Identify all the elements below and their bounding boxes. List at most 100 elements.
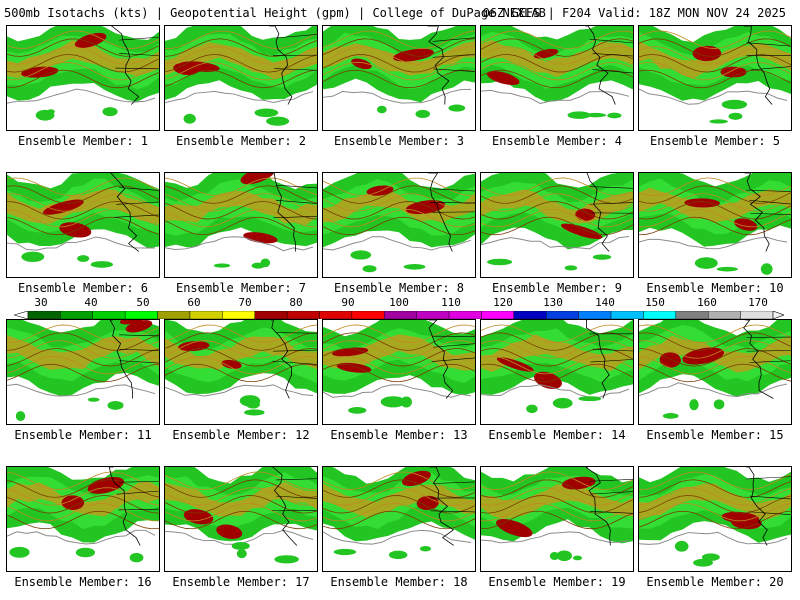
map-panel (164, 25, 318, 131)
scale-tick-label: 60 (187, 296, 201, 309)
isotach-scale: 30 40 50 60 70 80 90 100 110 120 130 140 150 160 170 (12, 296, 788, 320)
isotach-map (639, 320, 791, 419)
panel-label: Ensemble Member: 11 (14, 428, 152, 442)
map-panel (6, 25, 160, 131)
isotach-map (481, 467, 633, 561)
colorbar-swatch (92, 311, 126, 319)
colorbar-right-arrow (772, 311, 784, 319)
panel-label: Ensemble Member: 6 (17, 281, 149, 295)
isotach-map (481, 26, 633, 119)
map-panel (164, 466, 318, 572)
colorbar-swatch (448, 311, 482, 319)
isotach-map (639, 467, 791, 567)
colorbar-swatch (546, 311, 579, 319)
colorbar-swatch (416, 311, 450, 319)
scale-tick-label: 160 (697, 296, 717, 309)
scale-tick-label: 100 (389, 296, 409, 309)
colorbar-swatch (254, 311, 288, 319)
colorbar-swatch (578, 311, 612, 319)
scale-tick-label: 90 (341, 296, 355, 309)
map-panel (480, 25, 634, 131)
map-panel (638, 172, 792, 278)
isotach-map (323, 26, 475, 118)
map-title: 500mb Isotachs (kts) | Geopotential Heig… (4, 6, 546, 20)
colorbar-left-arrow (14, 311, 29, 319)
scale-tick-label: 70 (238, 296, 252, 309)
panel-label: Ensemble Member: 17 (172, 575, 310, 589)
colorbar-swatch (675, 311, 709, 319)
isotach-map (7, 467, 159, 563)
map-panel (6, 172, 160, 278)
isotach-map (323, 173, 475, 273)
scale-tick-label: 120 (493, 296, 513, 309)
colorbar-swatch (643, 311, 677, 319)
scale-tick-label: 170 (748, 296, 768, 309)
panel-label: Ensemble Member: 4 (491, 134, 623, 148)
colorbar-swatch (189, 311, 223, 319)
map-panel (164, 172, 318, 278)
map-panel (322, 25, 476, 131)
isotach-map (639, 26, 791, 124)
panel-label: Ensemble Member: 9 (491, 281, 623, 295)
scale-tick-label: 30 (34, 296, 48, 309)
panel-label: Ensemble Member: 3 (333, 134, 465, 148)
scale-tick-label: 130 (543, 296, 563, 309)
panel-label: Ensemble Member: 1 (17, 134, 149, 148)
isotach-map (639, 173, 791, 275)
panel-label: Ensemble Member: 16 (14, 575, 152, 589)
map-panel (638, 319, 792, 425)
isotach-map (7, 173, 159, 268)
colorbar-swatch (610, 311, 644, 319)
colorbar-swatch (286, 311, 320, 319)
colorbar (14, 311, 784, 319)
isotach-map (165, 173, 317, 269)
panel-label: Ensemble Member: 7 (175, 281, 307, 295)
panel-label: Ensemble Member: 13 (330, 428, 468, 442)
colorbar-swatch (222, 311, 255, 319)
map-panel (638, 466, 792, 572)
panel-label: Ensemble Member: 2 (175, 134, 307, 148)
scale-tick-label: 40 (84, 296, 98, 309)
colorbar-swatch (513, 311, 547, 319)
isotach-map (7, 26, 159, 121)
panel-label: Ensemble Member: 20 (646, 575, 784, 589)
map-panel (164, 319, 318, 425)
panel-label: Ensemble Member: 18 (330, 575, 468, 589)
isotach-map (481, 320, 633, 414)
panel-label: Ensemble Member: 14 (488, 428, 626, 442)
isotach-map (165, 26, 317, 126)
colorbar-swatch (708, 311, 741, 319)
isotach-map (323, 320, 475, 414)
map-panel (480, 466, 634, 572)
map-panel (638, 25, 792, 131)
colorbar-swatch (157, 311, 191, 319)
run-info: 06Z GEFS | F204 Valid: 18Z MON NOV 24 20… (482, 6, 786, 20)
panel-label: Ensemble Member: 10 (646, 281, 784, 295)
map-panel (6, 319, 160, 425)
colorbar-swatch (351, 311, 385, 319)
panel-label: Ensemble Member: 5 (649, 134, 781, 148)
map-panel (6, 466, 160, 572)
scale-tick-label: 110 (441, 296, 461, 309)
panel-label: Ensemble Member: 19 (488, 575, 626, 589)
colorbar-swatch (384, 311, 417, 319)
isotach-map (481, 173, 633, 271)
map-panel (322, 319, 476, 425)
map-panel (322, 466, 476, 572)
scale-tick-label: 50 (136, 296, 150, 309)
panel-label: Ensemble Member: 8 (333, 281, 465, 295)
colorbar-swatch (481, 311, 515, 319)
colorbar-swatch (27, 311, 61, 319)
isotach-map (165, 467, 317, 564)
colorbar-swatch (60, 311, 93, 319)
scale-tick-label: 140 (595, 296, 615, 309)
map-panel (480, 172, 634, 278)
colorbar-swatch (124, 311, 158, 319)
isotach-map (165, 320, 317, 416)
isotach-map (7, 320, 159, 422)
panel-label: Ensemble Member: 15 (646, 428, 784, 442)
scale-tick-label: 80 (289, 296, 303, 309)
colorbar-swatch (740, 311, 774, 319)
map-panel (322, 172, 476, 278)
panel-label: Ensemble Member: 12 (172, 428, 310, 442)
